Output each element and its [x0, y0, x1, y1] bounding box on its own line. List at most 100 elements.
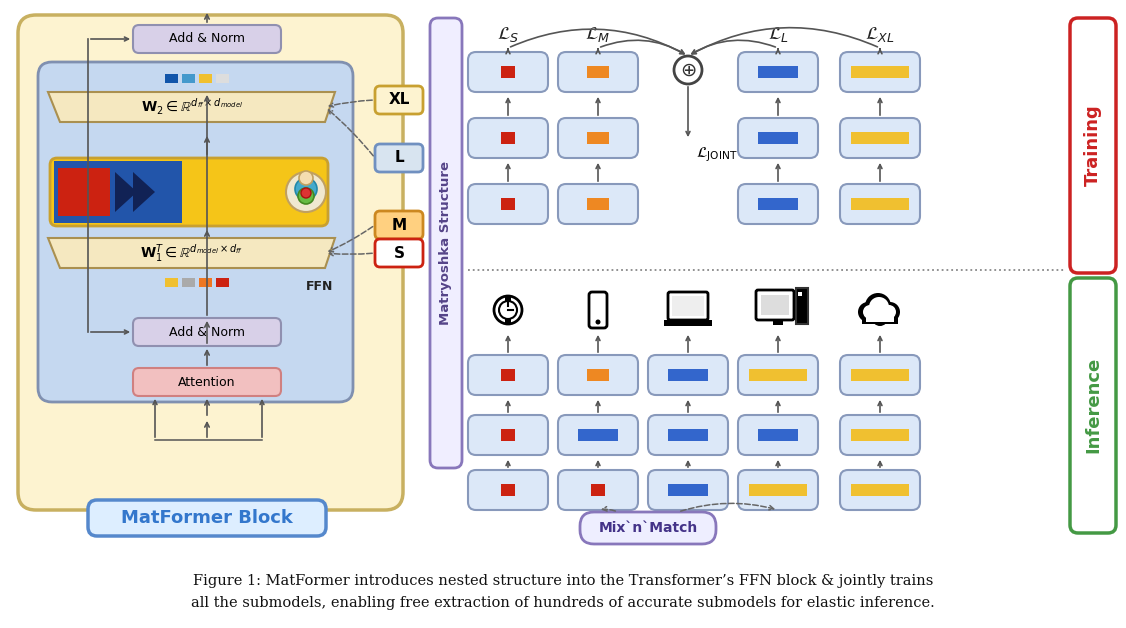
- FancyBboxPatch shape: [468, 355, 548, 395]
- Bar: [774, 320, 783, 325]
- Text: XL: XL: [388, 92, 410, 107]
- Text: Figure 1: MatFormer introduces nested structure into the Transformer’s FFN block: Figure 1: MatFormer introduces nested st…: [191, 574, 935, 610]
- Bar: [59, 168, 110, 216]
- FancyBboxPatch shape: [647, 355, 729, 395]
- FancyBboxPatch shape: [1070, 278, 1116, 533]
- FancyBboxPatch shape: [375, 211, 423, 239]
- Circle shape: [872, 310, 888, 326]
- Bar: [591, 484, 605, 496]
- Bar: [664, 320, 712, 326]
- Bar: [587, 66, 609, 78]
- Bar: [761, 295, 789, 315]
- FancyBboxPatch shape: [738, 52, 817, 92]
- Text: $\mathcal{L}_{XL}$: $\mathcal{L}_{XL}$: [865, 26, 895, 45]
- Bar: [166, 278, 178, 287]
- FancyBboxPatch shape: [738, 184, 817, 224]
- FancyBboxPatch shape: [668, 292, 708, 320]
- Bar: [501, 429, 515, 441]
- Bar: [216, 278, 229, 287]
- FancyBboxPatch shape: [558, 415, 638, 455]
- Text: Attention: Attention: [178, 376, 235, 389]
- Bar: [758, 132, 798, 144]
- FancyBboxPatch shape: [738, 118, 817, 158]
- Bar: [851, 429, 909, 441]
- Circle shape: [494, 296, 522, 324]
- Circle shape: [882, 305, 896, 319]
- FancyBboxPatch shape: [840, 52, 920, 92]
- Bar: [851, 198, 909, 210]
- Bar: [504, 319, 511, 324]
- Circle shape: [596, 320, 600, 325]
- FancyBboxPatch shape: [375, 144, 423, 172]
- Bar: [54, 161, 182, 223]
- Bar: [749, 484, 807, 496]
- Text: $\mathcal{L}_S$: $\mathcal{L}_S$: [497, 26, 519, 45]
- Text: $\mathcal{L}_\mathrm{JOINT}$: $\mathcal{L}_\mathrm{JOINT}$: [696, 146, 738, 165]
- FancyBboxPatch shape: [468, 470, 548, 510]
- Bar: [668, 429, 708, 441]
- Bar: [863, 316, 899, 324]
- Bar: [851, 369, 909, 381]
- FancyBboxPatch shape: [133, 25, 282, 53]
- Circle shape: [674, 56, 701, 84]
- Text: $\oplus$: $\oplus$: [680, 60, 696, 80]
- FancyBboxPatch shape: [88, 500, 327, 536]
- Bar: [501, 484, 515, 496]
- Bar: [216, 74, 229, 83]
- Circle shape: [881, 302, 900, 322]
- FancyBboxPatch shape: [133, 368, 282, 396]
- Circle shape: [300, 171, 313, 185]
- Bar: [668, 369, 708, 381]
- FancyBboxPatch shape: [50, 158, 328, 226]
- Circle shape: [301, 188, 311, 198]
- Bar: [587, 198, 609, 210]
- FancyBboxPatch shape: [840, 415, 920, 455]
- FancyBboxPatch shape: [558, 184, 638, 224]
- Polygon shape: [133, 172, 155, 212]
- FancyBboxPatch shape: [589, 292, 607, 328]
- Bar: [851, 484, 909, 496]
- Circle shape: [499, 301, 517, 319]
- Text: Add & Norm: Add & Norm: [169, 325, 245, 338]
- Circle shape: [858, 302, 878, 322]
- Text: Training: Training: [1084, 104, 1102, 186]
- Bar: [199, 74, 212, 83]
- FancyBboxPatch shape: [647, 415, 729, 455]
- Bar: [182, 74, 195, 83]
- Bar: [796, 288, 808, 324]
- Circle shape: [875, 312, 885, 322]
- FancyBboxPatch shape: [558, 52, 638, 92]
- Circle shape: [298, 188, 314, 204]
- FancyBboxPatch shape: [1070, 18, 1116, 273]
- Bar: [866, 316, 894, 322]
- Bar: [758, 66, 798, 78]
- Bar: [501, 198, 515, 210]
- Bar: [504, 296, 511, 301]
- FancyBboxPatch shape: [647, 470, 729, 510]
- Bar: [668, 484, 708, 496]
- Circle shape: [869, 297, 890, 317]
- Circle shape: [865, 293, 891, 319]
- Bar: [851, 66, 909, 78]
- Text: M: M: [392, 217, 406, 232]
- Text: $\mathcal{L}_L$: $\mathcal{L}_L$: [768, 26, 788, 45]
- Bar: [758, 429, 798, 441]
- FancyBboxPatch shape: [133, 318, 282, 346]
- Bar: [672, 296, 704, 316]
- Text: $\mathbf{W}_1^T \in \mathbb{R}^{d_{model}\times d_{ff}}$: $\mathbf{W}_1^T \in \mathbb{R}^{d_{model…: [141, 242, 243, 264]
- Bar: [851, 132, 909, 144]
- Bar: [166, 74, 178, 83]
- FancyBboxPatch shape: [18, 15, 403, 510]
- FancyBboxPatch shape: [738, 470, 817, 510]
- FancyBboxPatch shape: [756, 290, 794, 320]
- Bar: [199, 278, 212, 287]
- Circle shape: [286, 172, 327, 212]
- Bar: [501, 369, 515, 381]
- FancyBboxPatch shape: [840, 118, 920, 158]
- FancyBboxPatch shape: [558, 355, 638, 395]
- Bar: [587, 369, 609, 381]
- FancyBboxPatch shape: [430, 18, 462, 468]
- FancyBboxPatch shape: [738, 415, 817, 455]
- Text: S: S: [393, 246, 404, 261]
- Bar: [501, 132, 515, 144]
